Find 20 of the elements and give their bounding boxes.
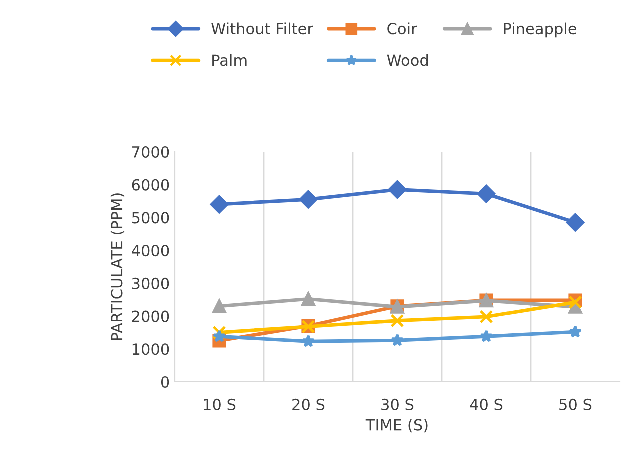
legend-label: Pineapple bbox=[504, 22, 577, 38]
y-tick-label: 2000 bbox=[132, 310, 170, 322]
y-tick-label: 6000 bbox=[132, 179, 170, 191]
y-tick-label: 0 bbox=[161, 376, 170, 388]
y-tick-label: 5000 bbox=[132, 212, 170, 224]
x-tick-label: 50 S bbox=[560, 398, 592, 410]
y-tick-label: 4000 bbox=[132, 245, 170, 257]
x-axis-title: TIME (S) bbox=[366, 419, 428, 433]
x-tick-label: 10 S bbox=[204, 398, 236, 410]
y-axis-title: PARTICULATE (PPM) bbox=[110, 194, 125, 340]
y-tick-label: 3000 bbox=[132, 278, 170, 290]
legend-label: Palm bbox=[212, 54, 247, 66]
legend-label: Wood bbox=[387, 54, 428, 66]
legend-label: Without Filter bbox=[212, 22, 314, 35]
y-tick-label: 1000 bbox=[132, 344, 170, 356]
legend-label: Coir bbox=[388, 22, 418, 35]
x-tick-label: 40 S bbox=[470, 398, 503, 410]
y-tick-label: 7000 bbox=[132, 146, 170, 158]
x-tick-label: 30 S bbox=[382, 398, 414, 410]
x-tick-label: 20 S bbox=[292, 398, 325, 410]
